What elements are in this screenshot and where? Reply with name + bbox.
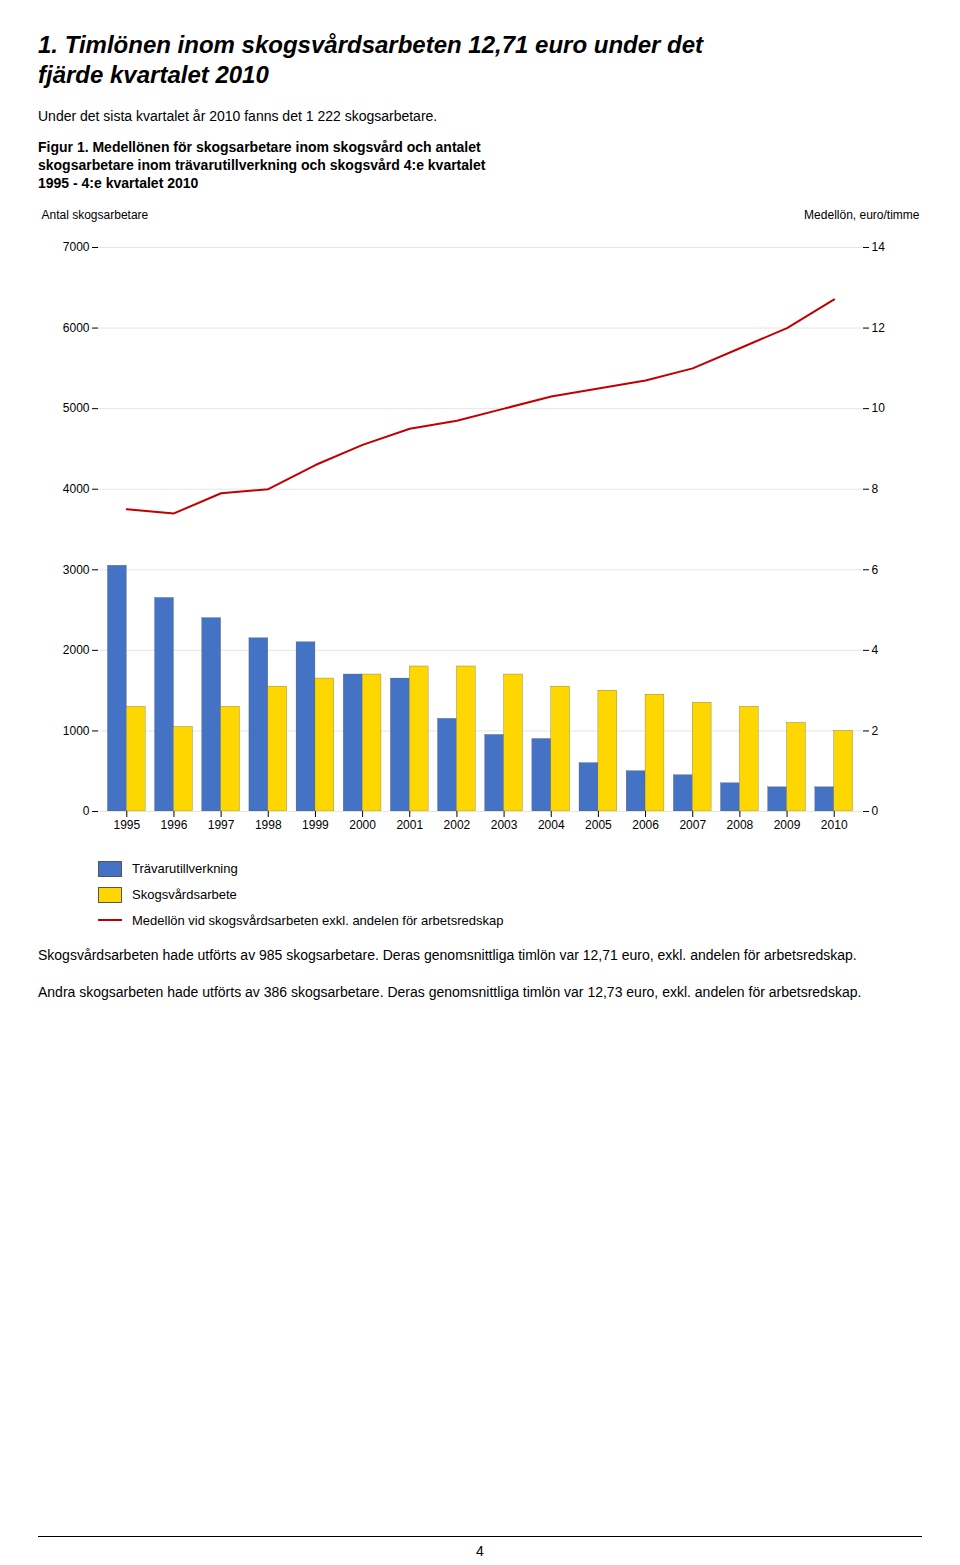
svg-text:5000: 5000: [63, 401, 90, 415]
html-text:Skogsvårdsarbeten hade utförts: Skogsvårdsarbeten hade utförts av 985 sk…: [38, 946, 857, 963]
html-text:Andra skogsarbeten hade utfört: Andra skogsarbeten hade utförts av 386 s…: [38, 984, 862, 1001]
svg-text:2008: 2008: [727, 818, 754, 832]
svg-text:0: 0: [872, 804, 879, 818]
svg-text:2010: 2010: [821, 818, 848, 832]
svg-text:12: 12: [872, 320, 886, 334]
svg-text:14: 14: [872, 240, 886, 254]
svg-text:2006: 2006: [632, 818, 659, 832]
svg-text:2001: 2001: [396, 818, 423, 832]
html-text:Medellön vid skogsvårdsarbeten: Medellön vid skogsvårdsarbeten exkl. and…: [132, 912, 504, 928]
html-text:Under det sista kvartalet år 2: Under det sista kvartalet år 2010 fanns …: [38, 108, 438, 124]
svg-text:8: 8: [872, 482, 879, 496]
svg-text:3000: 3000: [63, 562, 90, 576]
svg-text:2000: 2000: [349, 818, 376, 832]
svg-text:1997: 1997: [208, 818, 235, 832]
svg-text:Medellön, euro/timme: Medellön, euro/timme: [804, 208, 920, 222]
svg-text:2: 2: [872, 723, 879, 737]
svg-text:2003: 2003: [491, 818, 518, 832]
html-text:Skogsvårdsarbete: Skogsvårdsarbete: [132, 887, 237, 903]
html-text:Trävarutillverkning: Trävarutillverkning: [132, 861, 238, 877]
svg-text:1000: 1000: [63, 723, 90, 737]
svg-text:1998: 1998: [255, 818, 282, 832]
svg-text:4: 4: [872, 643, 879, 657]
html-text:Figur 1. Medellönen för skogsa: Figur 1. Medellönen för skogsarbetare in…: [38, 139, 486, 192]
svg-text:2002: 2002: [444, 818, 471, 832]
svg-text:6000: 6000: [63, 320, 90, 334]
svg-text:Antal skogsarbetare: Antal skogsarbetare: [42, 208, 149, 222]
html-text:4: 4: [476, 1543, 484, 1559]
svg-text:4000: 4000: [63, 482, 90, 496]
svg-text:2004: 2004: [538, 818, 565, 832]
svg-text:2009: 2009: [774, 818, 801, 832]
svg-text:7000: 7000: [63, 240, 90, 254]
svg-text:6: 6: [872, 562, 879, 576]
svg-text:1996: 1996: [161, 818, 188, 832]
svg-text:1995: 1995: [113, 818, 140, 832]
svg-text:2005: 2005: [585, 818, 612, 832]
svg-text:2000: 2000: [63, 643, 90, 657]
svg-text:0: 0: [83, 804, 90, 818]
svg-text:1999: 1999: [302, 818, 329, 832]
html-text:1. Timlönen inom skogsvårdsarb: 1. Timlönen inom skogsvårdsarbeten 12,71…: [38, 31, 704, 88]
svg-text:2007: 2007: [679, 818, 706, 832]
svg-text:10: 10: [872, 401, 886, 415]
